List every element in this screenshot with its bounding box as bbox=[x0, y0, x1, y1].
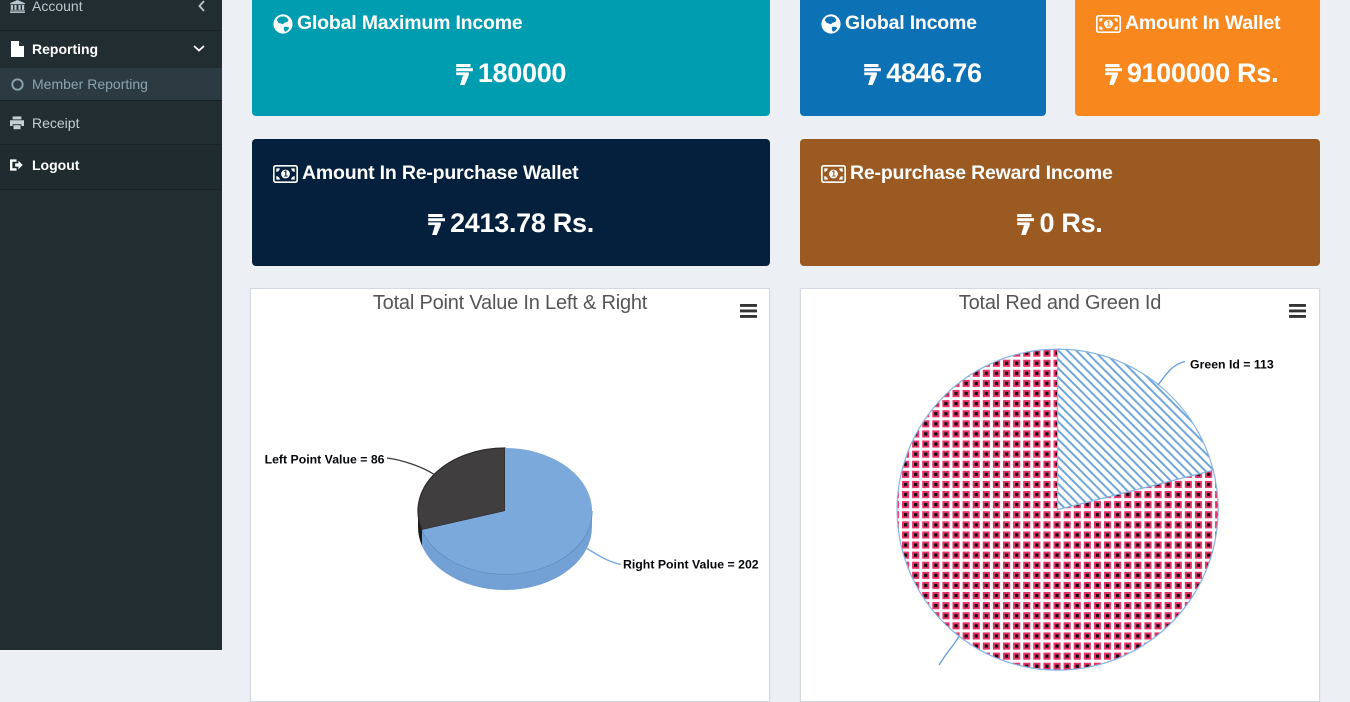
svg-text:Green Id = 113: Green Id = 113 bbox=[1190, 358, 1274, 372]
svg-text:1: 1 bbox=[283, 169, 288, 178]
svg-text:Left Point Value = 86: Left Point Value = 86 bbox=[265, 453, 385, 467]
svg-text:1: 1 bbox=[1106, 19, 1111, 28]
svg-text:Right Point Value = 202: Right Point Value = 202 bbox=[623, 558, 759, 572]
svg-text:1: 1 bbox=[831, 169, 836, 178]
